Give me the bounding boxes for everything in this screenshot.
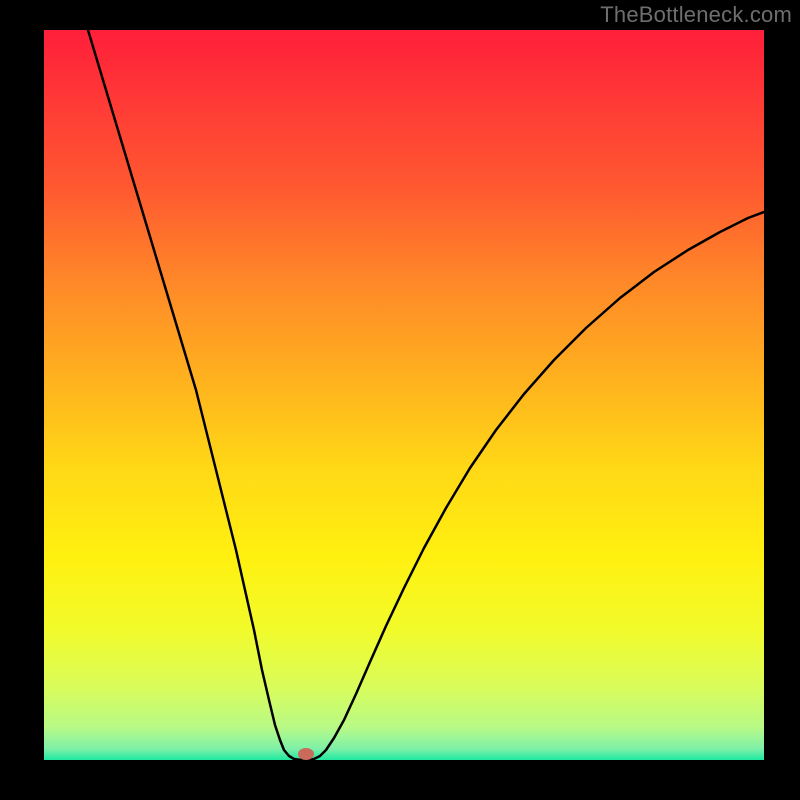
plot-area [44,30,764,760]
bottleneck-curve [44,30,764,760]
curve-line [88,30,764,760]
minimum-marker [298,748,314,760]
watermark-text: TheBottleneck.com [600,2,792,28]
chart-container: TheBottleneck.com [0,0,800,800]
